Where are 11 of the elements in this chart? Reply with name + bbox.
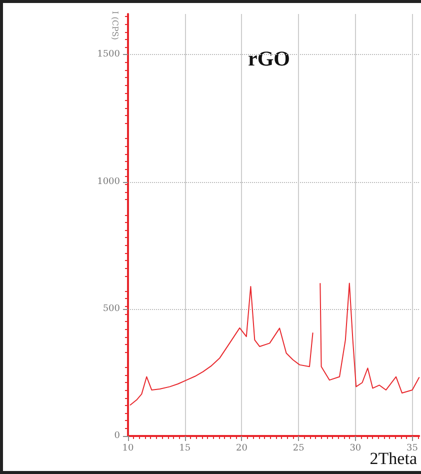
x-tick-label: 25 [292,444,305,454]
y-tick-label: 500 [102,304,120,314]
y-tick-label: 1500 [97,50,120,60]
y-tick-label: 1000 [97,176,120,187]
annotation: rGO [248,46,290,70]
x-tick-label: 15 [179,444,191,454]
y-axis-title: I (CPS) [110,11,120,40]
x-tick-label: 20 [236,444,248,454]
y-tick-label: 0 [114,431,120,441]
x-tick-label: 10 [122,444,134,454]
x-tick-label: 30 [350,444,362,454]
